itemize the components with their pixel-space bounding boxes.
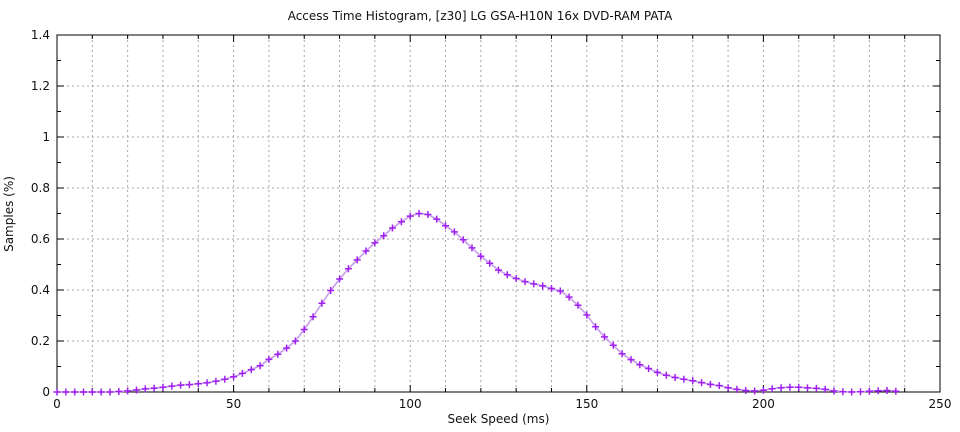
y-tick-label: 1.4 [31,28,50,42]
x-axis-label: Seek Speed (ms) [447,412,550,426]
x-tick-label: 200 [752,397,775,411]
x-tick-label: 0 [53,397,61,411]
plot-frame [56,34,941,393]
x-tick-label: 100 [399,397,422,411]
y-tick-label: 1 [42,130,50,144]
histogram-line [57,212,896,393]
y-tick-label: 0.4 [31,283,50,297]
histogram-markers [53,210,900,396]
y-tick-label: 0.8 [31,181,50,195]
x-tick-label: 50 [226,397,241,411]
y-axis-label: Samples (%) [2,176,16,252]
x-tick-label: 150 [575,397,598,411]
y-tick-label: 0 [42,385,50,399]
y-tick-label: 0.2 [31,334,50,348]
y-tick-label: 0.6 [31,232,50,246]
y-tick-label: 1.2 [31,79,50,93]
chart-title: Access Time Histogram, [z30] LG GSA-H10N… [287,9,673,23]
x-tick-label: 250 [929,397,952,411]
